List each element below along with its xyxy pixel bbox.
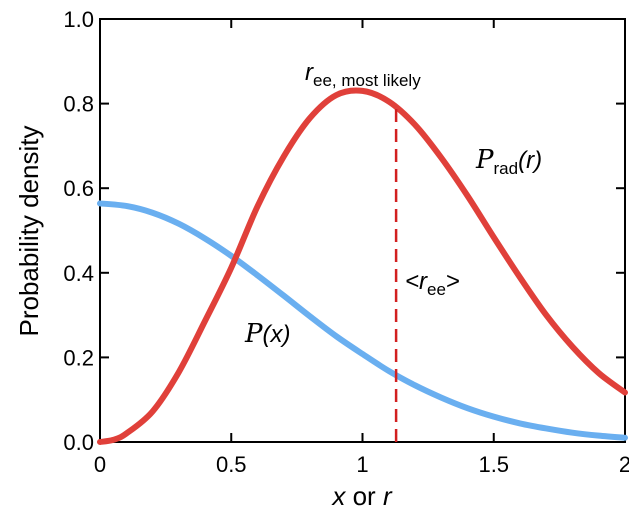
x-tick-label: 0.5: [216, 452, 247, 477]
annotation-px-arg: (x): [263, 321, 291, 348]
y-tick-label: 1.0: [63, 7, 94, 32]
x-axis-title-var2: r: [383, 481, 393, 511]
annotation-prad-sub: rad: [494, 159, 519, 178]
annotation-prad: Prad(r): [475, 145, 542, 178]
annotation-px-script: P: [244, 319, 263, 349]
annotation-px: P(x): [244, 319, 290, 349]
x-axis-title-mid: or: [345, 481, 383, 511]
x-tick-label: 2: [619, 452, 629, 477]
annotation-most-likely-sub: ee, most likely: [313, 71, 421, 90]
x-tick-label: 1: [356, 452, 368, 477]
y-tick-label: 0.4: [63, 261, 94, 286]
annotation-prad-script: P: [475, 145, 494, 175]
annotation-mean-close: >: [446, 268, 460, 295]
y-tick-label: 0.0: [63, 430, 94, 455]
x-tick-label: 0: [94, 452, 106, 477]
series-line-p-rad: [97, 87, 628, 445]
x-axis-title-var1: x: [330, 481, 346, 511]
y-tick-label: 0.8: [63, 92, 94, 117]
annotation-most-likely-main: r: [305, 59, 314, 86]
axis-ticks: 0 0.5 1 1.5 2 0.0 0.2 0.4 0.6 0.8 1.0: [63, 7, 629, 477]
annotation-mean-open: <r: [405, 268, 428, 295]
y-tick-label: 0.2: [63, 345, 94, 370]
annotation-mean: <ree>: [405, 268, 460, 299]
series-layer: [97, 87, 628, 445]
annotation-prad-arg: (r): [518, 147, 542, 174]
x-axis-title: x or r: [330, 481, 393, 511]
y-axis-title: Probability density: [14, 126, 44, 337]
annotation-mean-sub: ee: [427, 280, 446, 299]
x-tick-label: 1.5: [478, 452, 509, 477]
y-tick-label: 0.6: [63, 176, 94, 201]
annotation-most-likely: ree, most likely: [305, 59, 421, 90]
series-line-p-x: [97, 200, 628, 441]
